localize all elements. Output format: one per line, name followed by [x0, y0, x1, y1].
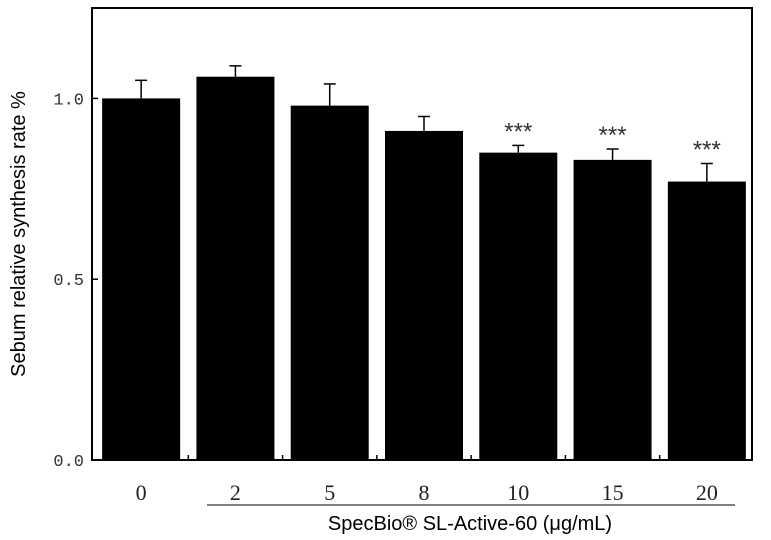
x-axis: 0 2 5 8 10 15 20	[136, 455, 718, 505]
x-axis-label: SpecBio® SL-Active-60 (μg/mL)	[328, 513, 612, 535]
significance-marker: ***	[693, 136, 721, 163]
x-tick-label: 20	[696, 480, 718, 505]
plot-frame	[91, 7, 753, 461]
x-tick-label: 15	[602, 480, 624, 505]
x-tick-label: 8	[419, 480, 430, 505]
bars-group: *** *** ***	[102, 65, 746, 461]
bar	[102, 98, 181, 461]
bar	[385, 130, 463, 460]
y-axis: 0.0 0.5 1.0	[53, 91, 98, 472]
y-tick-label: 0.5	[53, 272, 84, 291]
bar	[479, 152, 558, 460]
y-tick-label: 1.0	[53, 91, 84, 110]
bar	[196, 76, 275, 460]
x-tick-label: 5	[324, 480, 335, 505]
significance-marker: ***	[504, 118, 532, 145]
x-tick-label: 10	[507, 480, 529, 505]
x-tick-label: 0	[136, 480, 147, 505]
bar	[290, 105, 369, 460]
y-axis-label: Sebum relative synthesis rate %	[8, 91, 30, 377]
significance-marker: ***	[599, 122, 627, 149]
bar	[667, 181, 746, 460]
bar	[573, 159, 652, 460]
x-tick-label: 2	[230, 480, 241, 505]
y-tick-label: 0.0	[53, 453, 84, 472]
